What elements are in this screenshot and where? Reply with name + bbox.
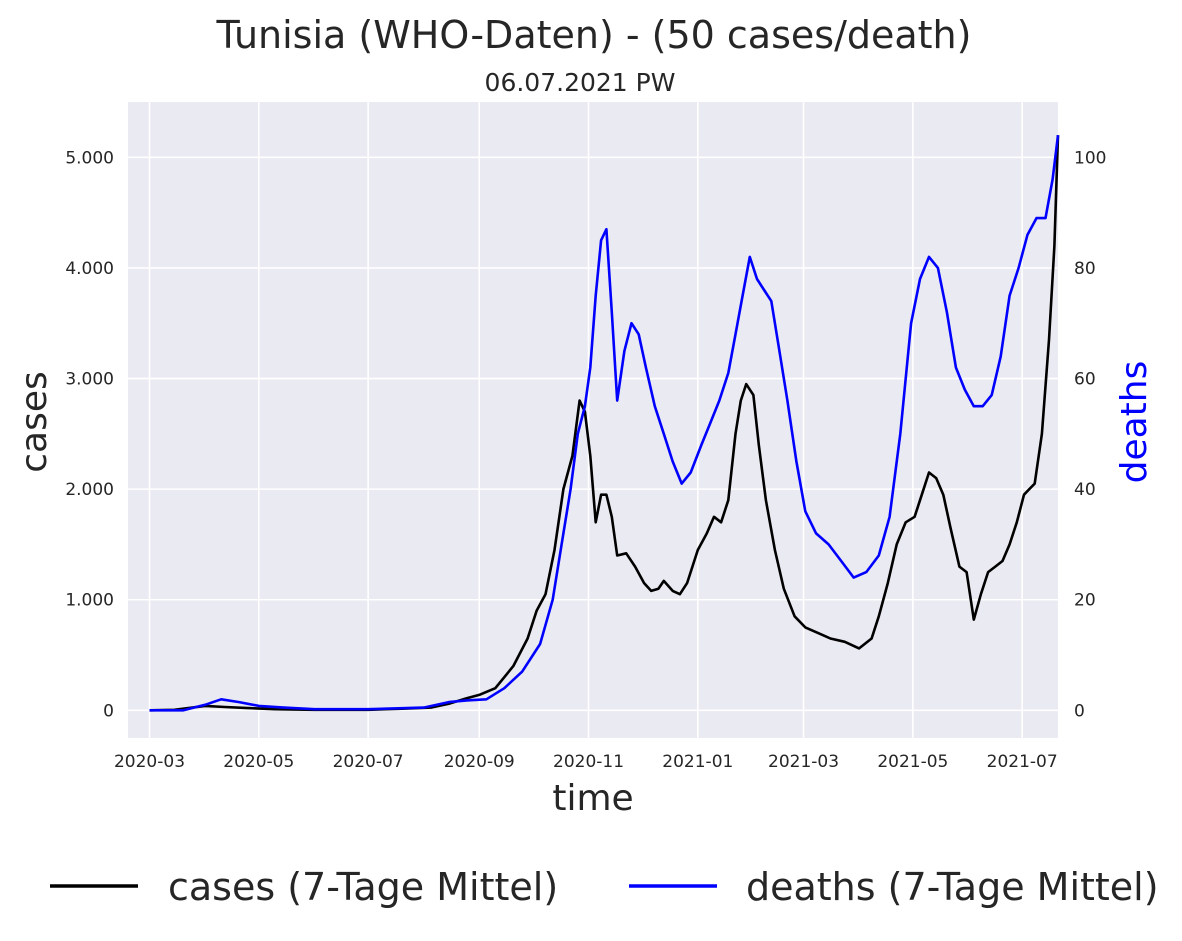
y-tick-label: 3.000	[65, 370, 114, 390]
grid-layer	[128, 102, 1058, 738]
y-right-tick-label: 40	[1074, 480, 1096, 500]
y-right-tick-label: 100	[1074, 148, 1106, 168]
x-tick-label: 2021-05	[877, 752, 948, 772]
y-right-tick-label: 20	[1074, 591, 1096, 611]
x-tick-label: 2021-03	[768, 752, 839, 772]
y-tick-label: 0	[103, 701, 114, 721]
y-axis-right-label: deaths	[1114, 361, 1155, 484]
y-tick-label: 4.000	[65, 259, 114, 279]
legend-label-deaths: deaths (7-Tage Mittel)	[746, 865, 1159, 909]
chart-subtitle: 06.07.2021 PW	[485, 68, 676, 97]
x-tick-label: 2021-07	[987, 752, 1058, 772]
y-tick-label: 5.000	[65, 148, 114, 168]
legend-label-cases: cases (7-Tage Mittel)	[168, 865, 558, 909]
x-tick-label: 2021-01	[662, 752, 733, 772]
y-right-tick-label: 80	[1074, 259, 1096, 279]
series-layer	[149, 135, 1060, 712]
series-line-deaths	[149, 135, 1060, 712]
x-tick-label: 2020-11	[553, 752, 624, 772]
y-right-tick-label: 0	[1074, 701, 1085, 721]
x-tick-label: 2020-09	[444, 752, 515, 772]
plot-area	[128, 102, 1058, 738]
y-right-tick-label: 60	[1074, 370, 1096, 390]
chart-title: Tunisia (WHO-Daten) - (50 cases/death)	[216, 13, 972, 57]
x-tick-label: 2020-07	[333, 752, 404, 772]
series-line-cases	[149, 135, 1060, 712]
x-tick-label: 2020-05	[223, 752, 294, 772]
legend: cases (7-Tage Mittel) deaths (7-Tage Mit…	[50, 865, 1159, 909]
y-axis-label: cases	[14, 371, 55, 473]
x-axis-label: time	[552, 778, 633, 819]
tick-labels: 2020-03 2020-05 2020-07 2020-09 2020-11 2021-…	[65, 148, 1106, 772]
x-tick-label: 2020-03	[114, 752, 185, 772]
y-tick-label: 2.000	[65, 480, 114, 500]
y-tick-label: 1.000	[65, 591, 114, 611]
